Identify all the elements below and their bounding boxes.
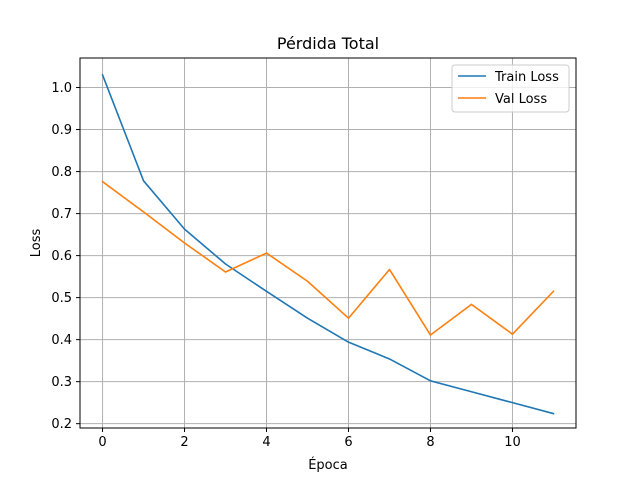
legend-label-val: Val Loss	[495, 92, 547, 107]
y-tick-label: 0.4	[51, 333, 72, 348]
legend-label-train: Train Loss	[494, 70, 559, 85]
train-loss-line	[101, 73, 555, 415]
val-loss-line	[101, 180, 555, 336]
chart-title: Pérdida Total	[277, 34, 379, 53]
x-tick-label: 4	[262, 435, 270, 450]
x-axis-label: Época	[308, 457, 348, 473]
y-tick-label: 0.3	[51, 375, 72, 390]
y-tick-label: 0.6	[51, 249, 72, 264]
y-tick-label: 0.5	[51, 291, 72, 306]
x-tick-label: 0	[98, 435, 106, 450]
y-tick-label: 0.2	[51, 417, 72, 432]
x-tick-label: 6	[344, 435, 352, 450]
series-lines	[101, 73, 555, 415]
y-tick-label: 0.9	[51, 123, 72, 138]
y-tick-label: 1.0	[51, 81, 72, 96]
x-tick-label: 8	[426, 435, 434, 450]
x-tick-label: 2	[180, 435, 188, 450]
y-axis-label: Loss	[29, 229, 44, 258]
axis-ticks: 0 2 4 6 8 10 0.2 0.3 0.4 0.5 0.6 0.7 0.8 0.9 1.0	[51, 81, 520, 450]
plot-frame	[79, 57, 577, 429]
x-tick-label: 10	[504, 435, 521, 450]
grid	[80, 58, 576, 428]
legend: Train Loss Val Loss	[451, 64, 570, 113]
y-tick-label: 0.7	[51, 207, 72, 222]
y-tick-label: 0.8	[51, 165, 72, 180]
